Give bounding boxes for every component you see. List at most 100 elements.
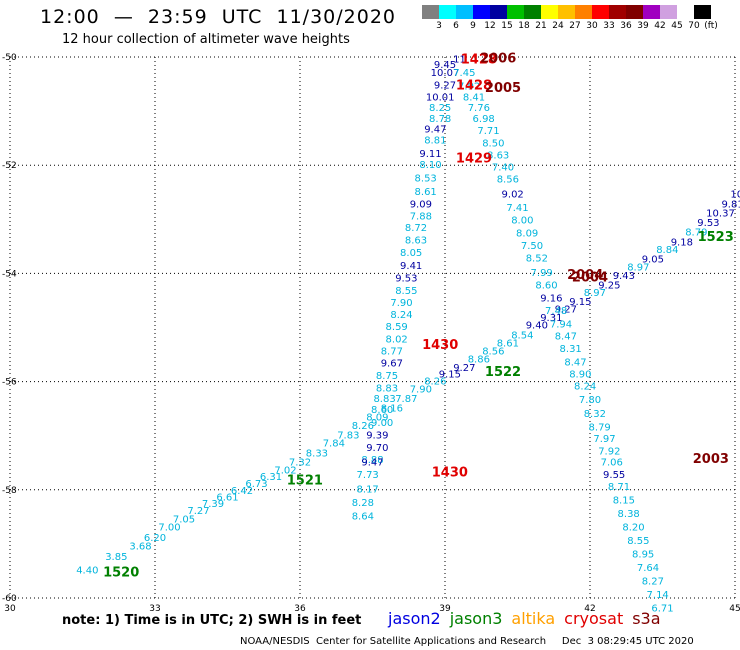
wave-height-value: 8.71: [608, 482, 630, 493]
legend-swatch: [677, 5, 694, 19]
legend-swatch: [592, 5, 609, 19]
wave-height-value: 10.07: [431, 68, 460, 79]
legend-label: 6: [453, 21, 459, 31]
wave-height-value: 8.55: [395, 286, 417, 297]
satellite-legend: jason2 jason3 altika cryosat s3a: [388, 609, 670, 628]
wave-height-value: 8.26: [424, 376, 446, 387]
legend-label: 39: [637, 21, 649, 31]
wave-height-value: 8.64: [352, 512, 374, 523]
wave-height-value: 8.88: [361, 455, 383, 466]
wave-height-value: 9.31: [540, 313, 562, 324]
lon-tick-label: 33: [149, 604, 160, 614]
wave-height-value: 7.80: [579, 395, 601, 406]
wave-height-value: 8.16: [381, 403, 403, 414]
wave-height-value: 8.56: [497, 175, 519, 186]
wave-height-value: 8.33: [306, 448, 328, 459]
wave-height-observations: 4.40 3.853.686.207.007.057.277.396.616.42…: [76, 54, 740, 614]
wave-height-value: 11: [453, 54, 466, 65]
wave-height-value: 7.92: [598, 447, 620, 458]
wave-height-value: 7.06: [601, 457, 623, 468]
wave-height-value: 9.70: [366, 443, 388, 454]
wave-height-value: 9.45: [434, 60, 456, 71]
wave-height-value: 9.02: [502, 190, 524, 201]
axis-tick-labels: 30 33 36 39 42 45 -50 -52 -54 -56 -58 -60: [2, 53, 740, 614]
wave-height-value: 9.40: [526, 321, 548, 332]
wave-height-value: 9.27: [555, 304, 577, 315]
wave-height-value: 7.48: [545, 306, 567, 317]
legend-swatch: [643, 5, 660, 19]
legend-label: 21: [535, 21, 547, 31]
wave-height-value: 7.32: [289, 457, 311, 468]
lon-tick-label: 36: [294, 604, 306, 614]
wave-height-value: 8.84: [656, 245, 678, 256]
wave-height-value: 8.47: [555, 331, 577, 342]
wave-height-value: 10.01: [426, 92, 455, 103]
wave-height-value: 7.64: [637, 563, 659, 574]
wave-height-value: 8.56: [482, 347, 504, 358]
wave-height-value: 8.83: [376, 383, 398, 394]
wave-height-value: 6.71: [651, 604, 673, 615]
wave-height-value: 8.24: [574, 382, 596, 393]
wave-height-value: 7.05: [173, 514, 195, 525]
footer-note: note: 1) Time is in UTC; 2) SWH is in fe…: [62, 613, 362, 628]
satellite-pass-labels: 1520 1521 1522 1523 1428 1428 1429 1430 1430 2006…: [103, 51, 734, 580]
wave-height-value: 8.41: [463, 92, 485, 103]
wave-height-value: 6.73: [245, 479, 267, 490]
wave-height-value: 9.67: [381, 358, 403, 369]
wave-height-value: 8.75: [376, 371, 398, 382]
legend-label: 45: [671, 21, 683, 31]
pass-time-label: 1520: [103, 565, 139, 580]
wave-height-value: 8.79: [589, 422, 611, 433]
legend-label: 18: [518, 21, 530, 31]
legend-label: 15: [501, 21, 513, 31]
lon-tick-label: 42: [584, 604, 595, 614]
wave-height-value: 10.37: [706, 209, 735, 220]
wave-height-value: 3.85: [105, 552, 127, 563]
wave-height-value: 9.39: [366, 430, 388, 441]
wave-height-value: 9.43: [613, 271, 635, 282]
wave-height-value: 8.27: [642, 576, 664, 587]
legend-swatch: [490, 5, 507, 19]
legend-label: 30: [586, 21, 598, 31]
satellite-name: jason2: [388, 609, 441, 628]
pass-time-label: 1523: [698, 230, 734, 245]
wave-height-value: 8.59: [386, 322, 408, 333]
wave-height-value: 8.10: [419, 160, 441, 171]
wave-height-value: 9.47: [424, 125, 446, 136]
pass-time-label: 2005: [485, 81, 521, 96]
wave-height-value: 8.50: [482, 138, 504, 149]
wave-height-value: 8.54: [511, 330, 533, 341]
wave-height-value: 7.02: [274, 466, 296, 477]
wave-height-value: 7.39: [202, 499, 224, 510]
wave-height-value: 9.81: [721, 199, 740, 210]
wave-height-value: 9.27: [434, 80, 456, 91]
wave-height-value: 8.55: [627, 536, 649, 547]
legend-swatch: [524, 5, 541, 19]
wave-height-value: 8.52: [526, 253, 548, 264]
legend-swatch: [694, 5, 711, 19]
wave-height-value: 9.53: [395, 274, 417, 285]
wave-height-value: 9.27: [453, 363, 475, 374]
page-title: 12:00 — 23:59 UTC 11/30/2020: [40, 6, 397, 28]
wave-height-value: 8.79: [685, 228, 707, 239]
wave-height-value: 8.63: [487, 151, 509, 162]
pass-time-label: 1430: [422, 338, 458, 353]
wave-height-value: 8.77: [381, 347, 403, 358]
wave-height-value: 8.61: [415, 187, 437, 198]
legend-swatch: [558, 5, 575, 19]
lon-tick-label: 45: [729, 604, 740, 614]
wave-height-value: 9.05: [642, 255, 664, 266]
wave-height-value: 8.28: [352, 498, 374, 509]
lat-tick-label: -60: [2, 594, 17, 604]
wave-height-value: 9.15: [569, 297, 591, 308]
wave-height-value: 8.90: [569, 369, 591, 380]
legend-label: 12: [484, 21, 496, 31]
wave-height-value: 8.31: [560, 344, 582, 355]
lon-tick-label: 39: [439, 604, 451, 614]
legend-swatch: [626, 5, 643, 19]
wave-height-value: 7.73: [357, 470, 379, 481]
satellite-name: jason3: [449, 609, 503, 628]
wave-height-value: 8.81: [424, 136, 446, 147]
lat-tick-label: -52: [2, 161, 17, 171]
